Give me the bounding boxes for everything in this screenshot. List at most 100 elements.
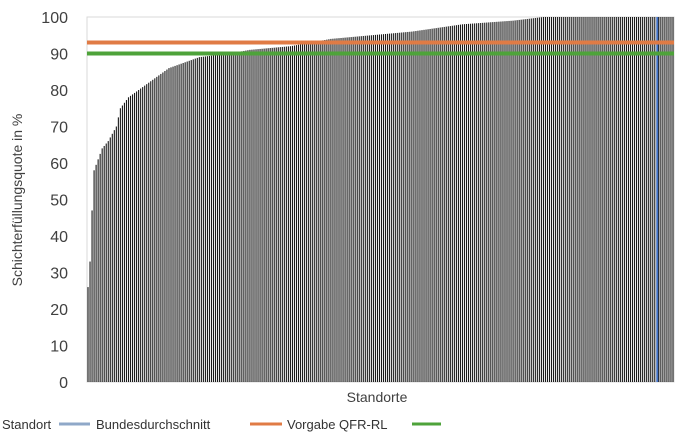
bar	[273, 47, 275, 382]
bar	[631, 17, 634, 382]
bar	[352, 36, 354, 382]
bar	[587, 17, 589, 382]
bar	[107, 141, 109, 382]
bar	[534, 17, 536, 382]
bar	[544, 17, 547, 382]
bar	[445, 26, 447, 382]
bar	[522, 19, 524, 383]
bar	[206, 56, 208, 383]
bar	[411, 31, 413, 382]
bar	[142, 87, 144, 382]
bar	[385, 33, 387, 382]
bar	[263, 48, 265, 382]
bar	[362, 35, 364, 382]
bar	[391, 33, 393, 383]
bar	[196, 57, 198, 382]
bar	[567, 17, 569, 382]
bar	[279, 47, 281, 383]
bar	[105, 143, 107, 382]
bar	[581, 17, 583, 382]
bar	[463, 24, 466, 383]
bar	[579, 17, 581, 382]
bar	[514, 20, 516, 382]
legend-label: Bundesdurchschnitt	[96, 417, 211, 432]
bar	[627, 17, 630, 382]
bar	[140, 88, 142, 382]
bar	[217, 54, 219, 383]
bar	[629, 17, 632, 382]
bar	[113, 130, 115, 382]
bar	[233, 52, 235, 383]
bar	[443, 26, 445, 383]
bar	[589, 17, 591, 382]
bar	[603, 17, 605, 382]
bar	[269, 48, 271, 383]
bar	[170, 67, 172, 383]
bar	[283, 46, 285, 382]
bar	[231, 53, 233, 382]
bar	[356, 36, 358, 382]
bar	[480, 22, 482, 383]
bar	[437, 27, 439, 383]
bar	[482, 22, 484, 383]
y-tick-label: 100	[41, 10, 68, 27]
bar	[257, 49, 259, 383]
bar	[378, 34, 381, 383]
bar	[188, 60, 190, 383]
bar	[364, 35, 366, 383]
bar	[219, 54, 221, 382]
bar	[502, 21, 504, 382]
bar	[429, 28, 431, 382]
bar	[397, 32, 399, 382]
bar	[243, 50, 245, 382]
bar	[89, 261, 91, 382]
bar	[324, 40, 326, 382]
bar	[461, 24, 464, 383]
bar	[192, 59, 194, 383]
bar	[340, 37, 342, 383]
y-tick-label: 60	[50, 156, 68, 173]
bar	[389, 33, 391, 383]
bar	[295, 45, 298, 383]
bar	[249, 49, 251, 382]
bars	[87, 17, 674, 383]
bar	[342, 37, 344, 383]
bar	[277, 47, 279, 382]
bar	[563, 17, 565, 382]
bar	[407, 31, 409, 383]
bar	[348, 37, 350, 382]
bar	[621, 17, 623, 382]
bar	[654, 17, 656, 382]
bar	[202, 56, 204, 382]
bar	[413, 31, 415, 383]
bar	[599, 17, 601, 382]
x-axis-title: Standorte	[347, 389, 408, 405]
bar	[261, 48, 263, 382]
bar	[435, 28, 437, 382]
bar	[595, 17, 597, 382]
bar	[474, 23, 476, 382]
bar	[472, 23, 474, 382]
bar	[550, 17, 553, 382]
bar	[312, 42, 314, 382]
bar	[597, 17, 599, 382]
bar	[619, 17, 621, 382]
bar	[615, 17, 617, 382]
bar	[366, 35, 368, 383]
y-tick-label: 10	[50, 339, 68, 356]
bar	[152, 79, 154, 382]
bar	[334, 38, 336, 382]
y-tick-label: 50	[50, 193, 68, 210]
bar	[623, 17, 625, 382]
highlighted-bar	[656, 17, 659, 382]
bar	[168, 68, 170, 382]
bar	[459, 24, 462, 383]
bar	[625, 17, 627, 382]
bar	[510, 20, 512, 383]
bar	[129, 95, 132, 382]
bar	[524, 19, 526, 382]
bar	[91, 210, 93, 382]
bar	[415, 31, 417, 383]
bar	[644, 17, 646, 382]
